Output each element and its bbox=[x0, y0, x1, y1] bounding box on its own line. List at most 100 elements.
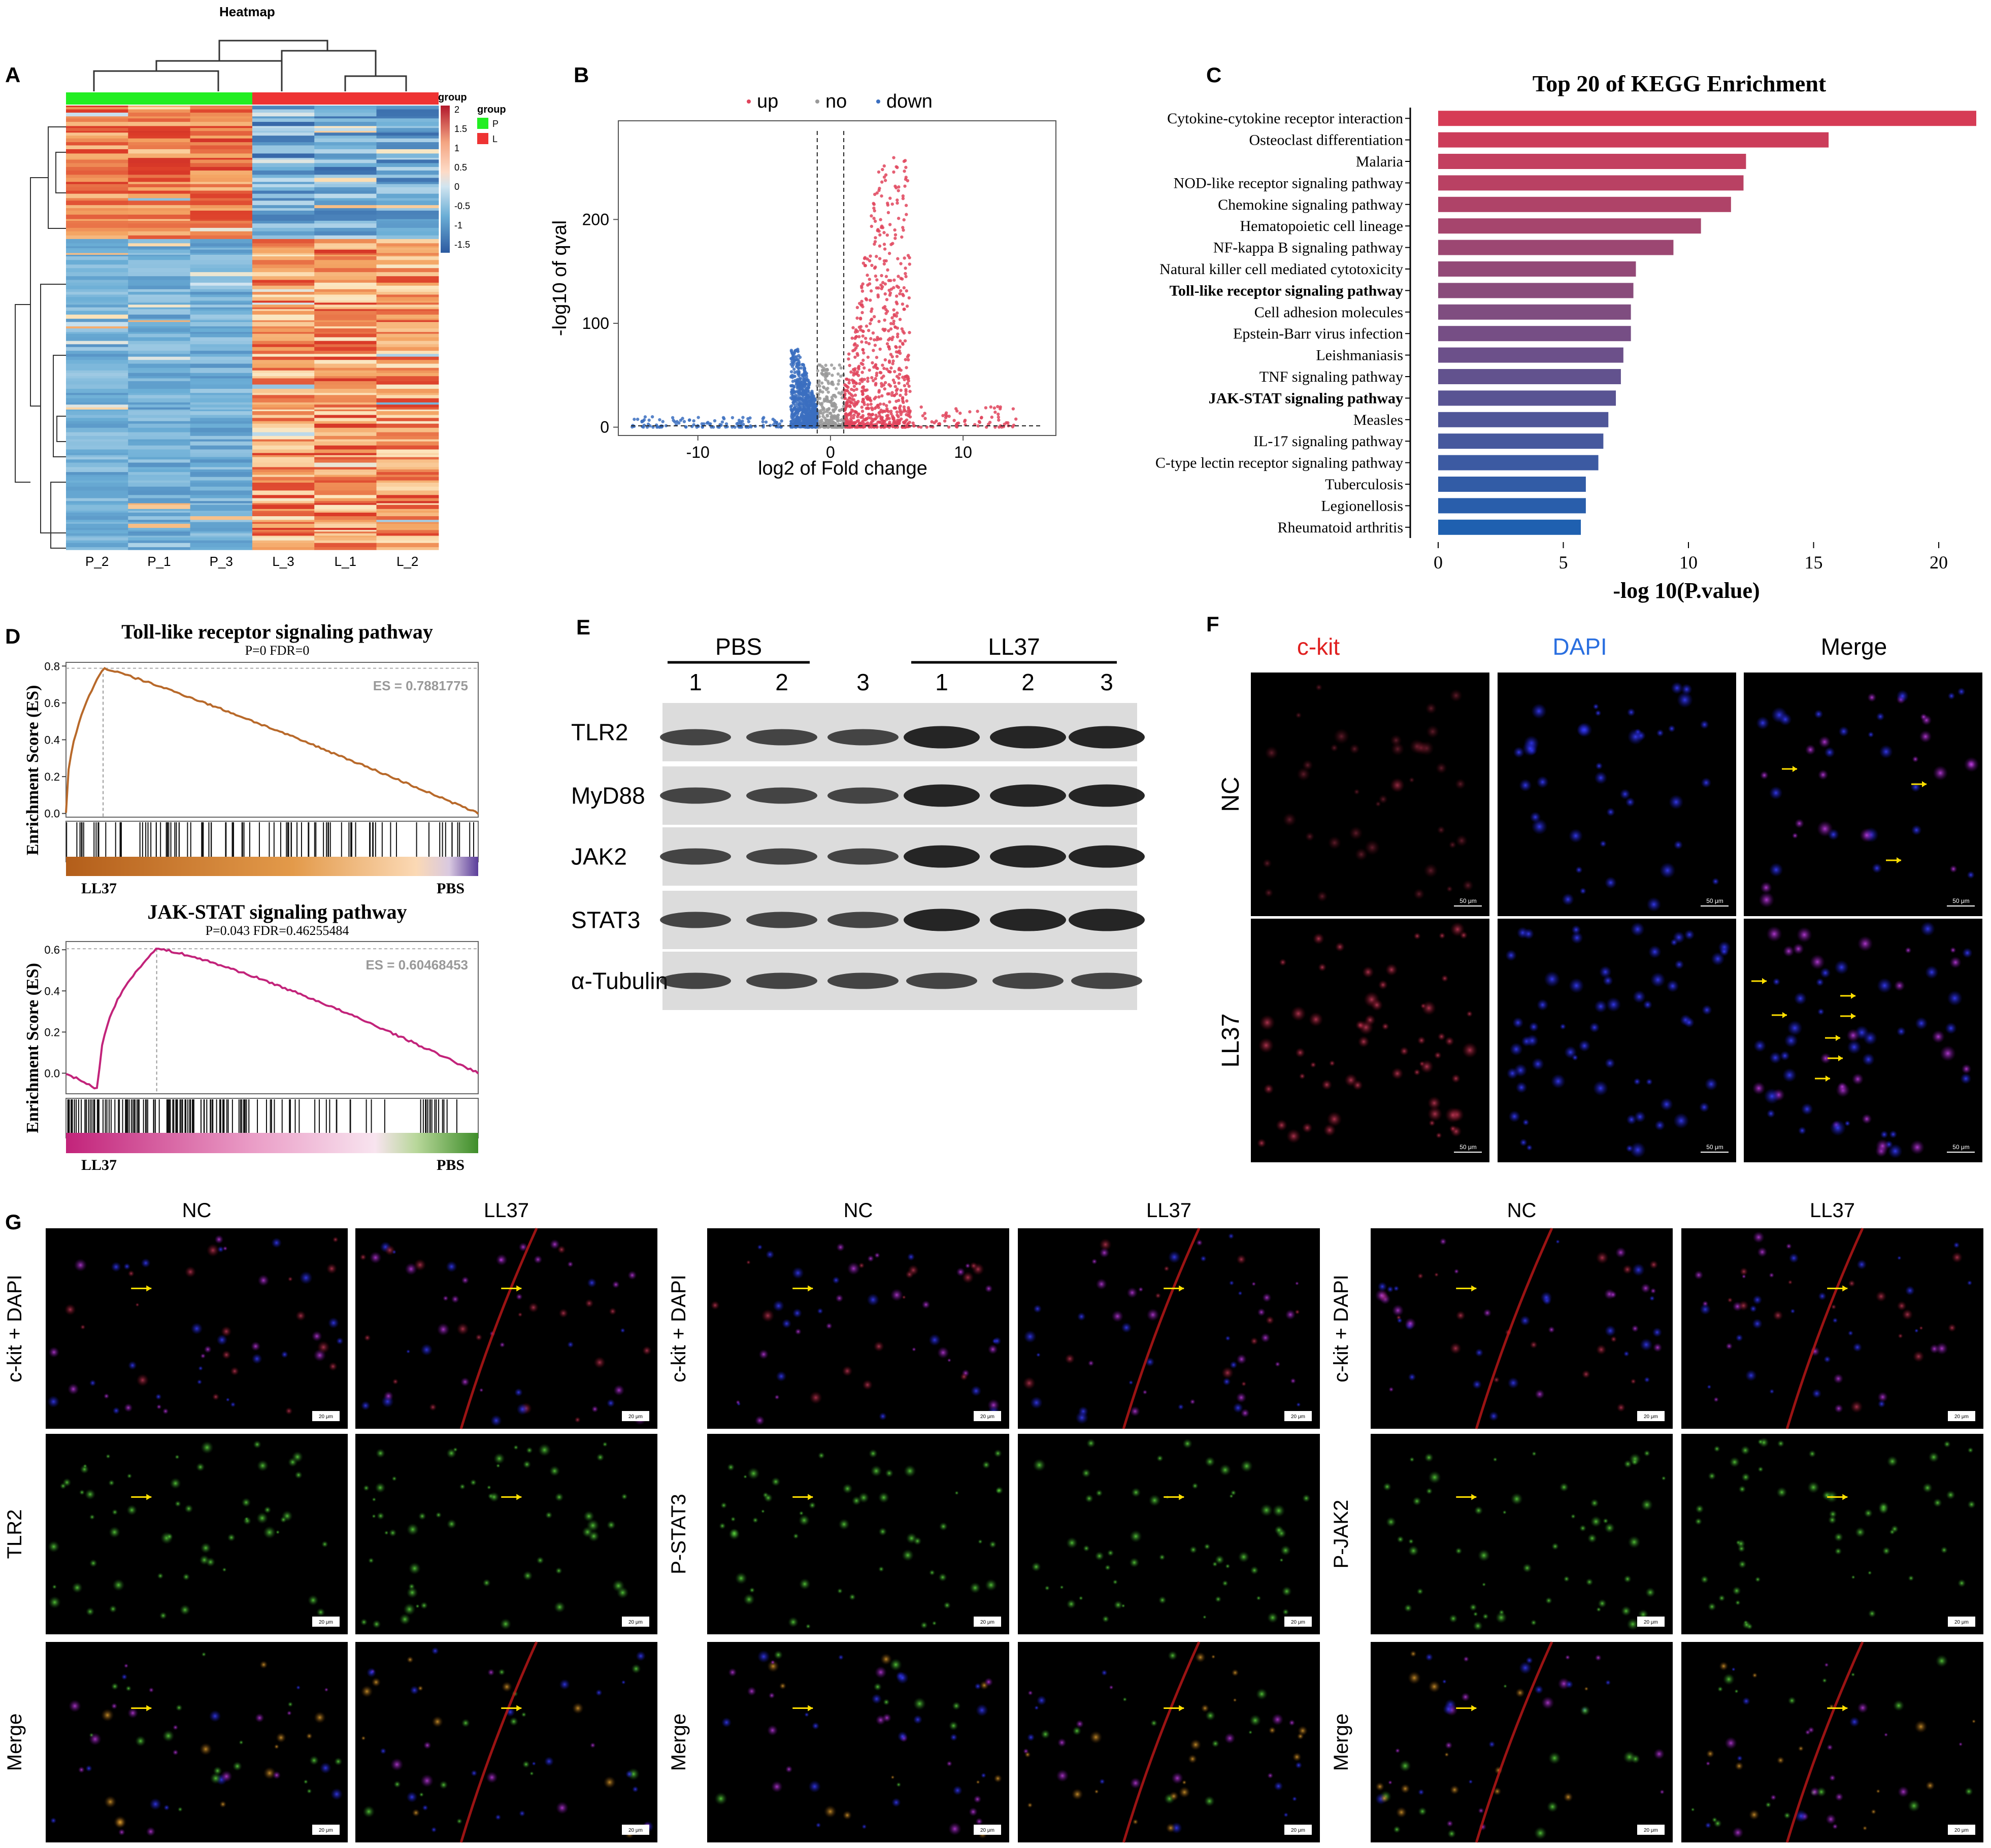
volcano-point-up bbox=[963, 420, 967, 423]
volcano-point-up bbox=[873, 209, 876, 213]
volcano-point-up bbox=[883, 282, 887, 286]
cell bbox=[431, 1647, 439, 1655]
arrowhead-icon bbox=[808, 1285, 813, 1292]
cell bbox=[1592, 703, 1599, 710]
heatmap-cell bbox=[128, 523, 191, 528]
heatmap-cell bbox=[314, 418, 377, 422]
heatmap-cell bbox=[128, 132, 191, 136]
cell bbox=[1033, 1304, 1042, 1314]
volcano-point-down bbox=[814, 408, 817, 412]
heatmap-cell bbox=[376, 344, 439, 348]
blot-band bbox=[746, 787, 817, 804]
cell bbox=[1660, 1097, 1673, 1111]
cell bbox=[241, 1497, 251, 1507]
blot-band bbox=[904, 726, 980, 749]
heatmap-cell bbox=[376, 341, 439, 345]
scale-tick-label: 1.5 bbox=[454, 124, 467, 134]
heatmap-cell bbox=[66, 227, 128, 232]
cell bbox=[1699, 1102, 1710, 1113]
if-image bbox=[1251, 673, 1489, 916]
heatmap-cell bbox=[314, 432, 377, 436]
heatmap-cell bbox=[190, 285, 253, 290]
cell bbox=[1933, 765, 1948, 781]
heatmap-cell bbox=[376, 328, 439, 332]
cell bbox=[415, 1604, 420, 1608]
heatmap-cell bbox=[66, 305, 128, 308]
cell bbox=[1731, 1667, 1736, 1672]
cell bbox=[1602, 1518, 1609, 1524]
heatmap-cell bbox=[314, 198, 377, 201]
cell bbox=[217, 1246, 224, 1253]
cell bbox=[522, 1460, 532, 1469]
heatmap-cell bbox=[252, 418, 315, 422]
heatmap-cell bbox=[66, 449, 128, 454]
volcano-point-up bbox=[893, 421, 897, 425]
volcano-point-up bbox=[888, 223, 892, 226]
cell bbox=[735, 1572, 748, 1585]
volcano-point-no bbox=[836, 372, 840, 376]
cell bbox=[1448, 841, 1457, 849]
volcano-point-down bbox=[764, 420, 768, 424]
kegg-category-label: Osteoclast differentiation bbox=[1249, 132, 1403, 149]
cell bbox=[1541, 1696, 1554, 1709]
cell bbox=[1876, 712, 1885, 721]
cell bbox=[1616, 1403, 1626, 1413]
blot-band bbox=[746, 848, 817, 865]
cell bbox=[1953, 1241, 1960, 1249]
heatmap-cell bbox=[66, 248, 128, 250]
scale-bar-label: 20 μm bbox=[1291, 1414, 1305, 1420]
volcano-point-up bbox=[903, 409, 907, 413]
cell bbox=[1546, 1801, 1558, 1813]
heatmap-cell bbox=[190, 381, 253, 385]
heatmap-cell bbox=[252, 219, 315, 221]
heatmap-cell bbox=[66, 530, 128, 532]
cell bbox=[1022, 1376, 1036, 1390]
heatmap-cell bbox=[66, 285, 128, 290]
volcano-point-up bbox=[850, 378, 854, 382]
kegg-category-label: Leishmaniasis bbox=[1316, 347, 1403, 364]
heatmap-cell bbox=[66, 159, 128, 163]
cell bbox=[771, 1476, 781, 1487]
heatmap-column-label: L_3 bbox=[272, 554, 294, 569]
heatmap-cell bbox=[66, 427, 128, 433]
cell bbox=[1625, 797, 1635, 807]
heatmap-cell bbox=[376, 537, 439, 541]
heatmap-cell bbox=[252, 354, 315, 357]
cell bbox=[85, 1607, 95, 1616]
arrowhead-icon bbox=[146, 1705, 152, 1711]
heatmap-cell bbox=[252, 276, 315, 281]
scale-bar-label: 50 μm bbox=[1459, 897, 1477, 904]
heatmap-cell bbox=[314, 282, 377, 286]
heatmap-cell bbox=[190, 531, 253, 534]
heatmap-cell bbox=[190, 246, 253, 249]
volcano-point-up bbox=[848, 396, 852, 400]
volcano-point-no bbox=[821, 412, 824, 416]
cell bbox=[1604, 1325, 1616, 1337]
cell bbox=[1023, 1330, 1037, 1343]
volcano-point-down bbox=[798, 419, 801, 422]
volcano-point-up bbox=[890, 316, 894, 320]
cell bbox=[1649, 1295, 1655, 1301]
heatmap-cell bbox=[66, 254, 128, 257]
cell bbox=[1628, 1535, 1641, 1549]
heatmap-cell bbox=[314, 142, 377, 146]
blot-protein-label: STAT3 bbox=[571, 907, 640, 933]
cell bbox=[126, 1504, 138, 1516]
western-group-label: PBS bbox=[715, 633, 762, 660]
volcano-point-up bbox=[882, 383, 886, 387]
cell bbox=[1397, 1535, 1404, 1543]
cell bbox=[486, 1771, 498, 1784]
cell bbox=[1478, 1807, 1484, 1814]
heatmap-cell bbox=[314, 187, 377, 191]
cell bbox=[1551, 1073, 1566, 1089]
cell bbox=[328, 1362, 338, 1371]
volcano-point-up bbox=[968, 410, 972, 414]
heatmap-cell bbox=[376, 200, 439, 206]
heatmap-cell bbox=[314, 314, 377, 319]
heatmap-cell bbox=[190, 370, 253, 374]
cell bbox=[372, 1497, 377, 1502]
heatmap-cell bbox=[252, 333, 315, 338]
cell bbox=[1531, 1451, 1537, 1457]
cell bbox=[200, 1353, 206, 1359]
heatmap-cell bbox=[128, 411, 191, 416]
